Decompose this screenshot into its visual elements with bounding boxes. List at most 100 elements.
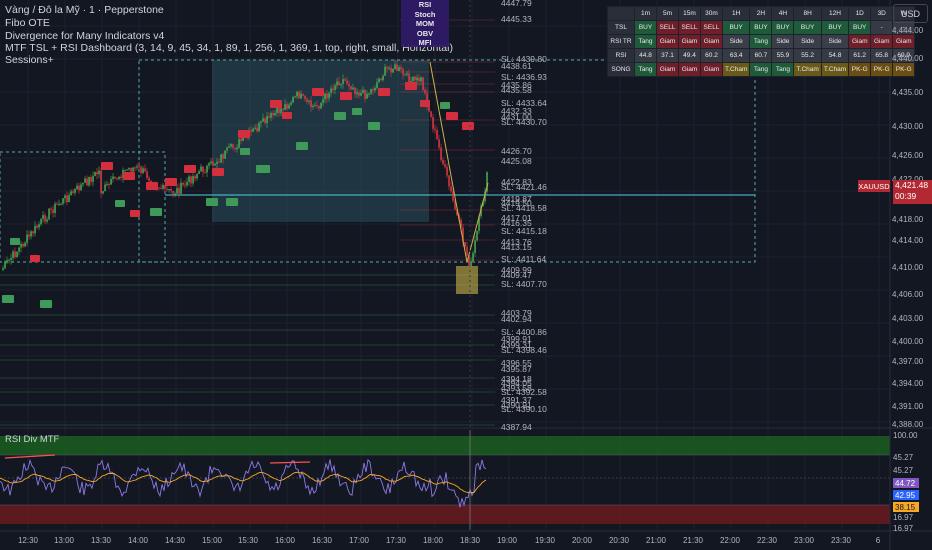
- dash-cell: 55.2: [793, 48, 822, 63]
- time-tick: 12:30: [17, 536, 39, 545]
- candle-body: [372, 89, 374, 91]
- candle-body: [390, 67, 392, 73]
- candle-body: [20, 243, 22, 248]
- signal-marker: [130, 210, 140, 217]
- candle-body: [484, 191, 486, 202]
- level-label: 4416.35: [501, 218, 532, 228]
- candle-body: [446, 167, 448, 176]
- buy-signal: [2, 295, 14, 303]
- candle-body: [348, 83, 350, 87]
- candle-body: [424, 89, 426, 94]
- candle-body: [302, 93, 304, 96]
- candle-body: [396, 64, 398, 71]
- candle-body: [448, 175, 450, 187]
- rsi-oversold-zone: [0, 505, 890, 524]
- rsi-value-tag: 38.15: [893, 502, 919, 512]
- indicator-divergence[interactable]: Divergence for Many Indicators v4: [5, 30, 165, 42]
- candle-body: [64, 195, 66, 199]
- level-label: 4390.91: [501, 400, 532, 410]
- candle-body: [10, 258, 12, 260]
- currency-button[interactable]: USD: [893, 4, 928, 23]
- candle-body: [364, 89, 366, 99]
- candle-body: [164, 184, 166, 189]
- candle-body: [162, 184, 164, 189]
- dash-cell: Tang: [749, 62, 773, 77]
- ind-rsi: RSI: [418, 0, 432, 9]
- candle-body: [240, 139, 242, 141]
- level-label: 4413.76: [501, 237, 532, 247]
- time-tick: 14:30: [164, 536, 186, 545]
- level-label: SL: 4398.46: [501, 345, 547, 355]
- dash-cell: SELL: [700, 20, 723, 35]
- price-tick: 4,440.00: [892, 54, 924, 63]
- candle-body: [476, 230, 478, 241]
- dash-cell: Giam: [848, 34, 872, 49]
- symbol-title[interactable]: Vàng / Đô la Mỹ · 1 · Pepperstone: [5, 4, 164, 16]
- dash-cell: 37.1: [656, 48, 679, 63]
- candle-body: [68, 195, 70, 203]
- buy-signal: [150, 208, 162, 216]
- time-tick: 13:30: [90, 536, 112, 545]
- level-label: 4399.31: [501, 340, 532, 350]
- ind-obv: OBV: [416, 28, 434, 38]
- dash-cell: Tang: [749, 34, 773, 49]
- candle-body: [378, 78, 380, 83]
- dash-row-label: RSI: [607, 48, 635, 63]
- candle-body: [128, 168, 130, 170]
- candle-body: [60, 203, 62, 205]
- time-tick: 23:30: [830, 536, 852, 545]
- price-tick: 4,422.00: [892, 175, 923, 184]
- candle-body: [126, 169, 128, 171]
- dash-cell: BUY: [771, 20, 795, 35]
- candle-body: [232, 144, 234, 148]
- candle-body: [50, 208, 52, 210]
- dash-cell: Tang: [634, 34, 657, 49]
- candle-body: [70, 191, 72, 196]
- candle-body: [116, 178, 118, 180]
- candle-body: [198, 171, 200, 174]
- candle-body: [146, 171, 148, 178]
- dash-cell: Side: [771, 34, 795, 49]
- candle-body: [466, 246, 468, 256]
- divergence-indicator-box: RSI Stoch MOM OBV MFI: [401, 0, 449, 47]
- indicator-mtf-dashboard[interactable]: MTF TSL + RSI Dashboard (3, 14, 9, 45, 3…: [5, 42, 453, 54]
- candle-body: [106, 183, 108, 185]
- candle-body: [218, 161, 220, 163]
- candle-body: [374, 87, 376, 91]
- signal-marker: [282, 112, 292, 119]
- candle-body: [96, 172, 98, 175]
- dash-cell: Giam: [656, 34, 679, 49]
- candle-body: [358, 92, 360, 96]
- candle-body: [312, 106, 314, 108]
- indicator-fibo-ote[interactable]: Fibo OTE: [5, 17, 50, 29]
- level-label: 4402.94: [501, 314, 532, 324]
- indicator-sessions[interactable]: Sessions+: [5, 54, 54, 66]
- sell-signal: [238, 130, 250, 138]
- candle-body: [316, 105, 318, 107]
- candle-body: [158, 187, 160, 189]
- candle-body: [56, 203, 58, 205]
- candle-body: [454, 200, 456, 210]
- buy-signal: [296, 142, 308, 150]
- candle-body: [174, 193, 176, 195]
- candle-body: [322, 99, 324, 103]
- candle-body: [296, 91, 298, 97]
- rsi-panel-title[interactable]: RSI Div MTF: [5, 434, 60, 445]
- candle-body: [34, 225, 36, 234]
- candle-body: [238, 139, 240, 148]
- candle-body: [94, 172, 96, 177]
- price-tick: 4,414.00: [892, 236, 924, 245]
- candle-body: [456, 209, 458, 216]
- candle-body: [430, 111, 432, 117]
- candle-body: [432, 116, 434, 129]
- level-label: SL: 4430.70: [501, 117, 547, 127]
- dash-cell: Side: [820, 34, 850, 49]
- dash-header-0: [607, 6, 635, 21]
- candle-body: [160, 188, 162, 190]
- candle-body: [346, 80, 348, 84]
- candle-body: [404, 74, 406, 76]
- candle-body: [234, 147, 236, 150]
- level-label: 4438.61: [501, 61, 532, 71]
- buy-signal: [226, 198, 238, 206]
